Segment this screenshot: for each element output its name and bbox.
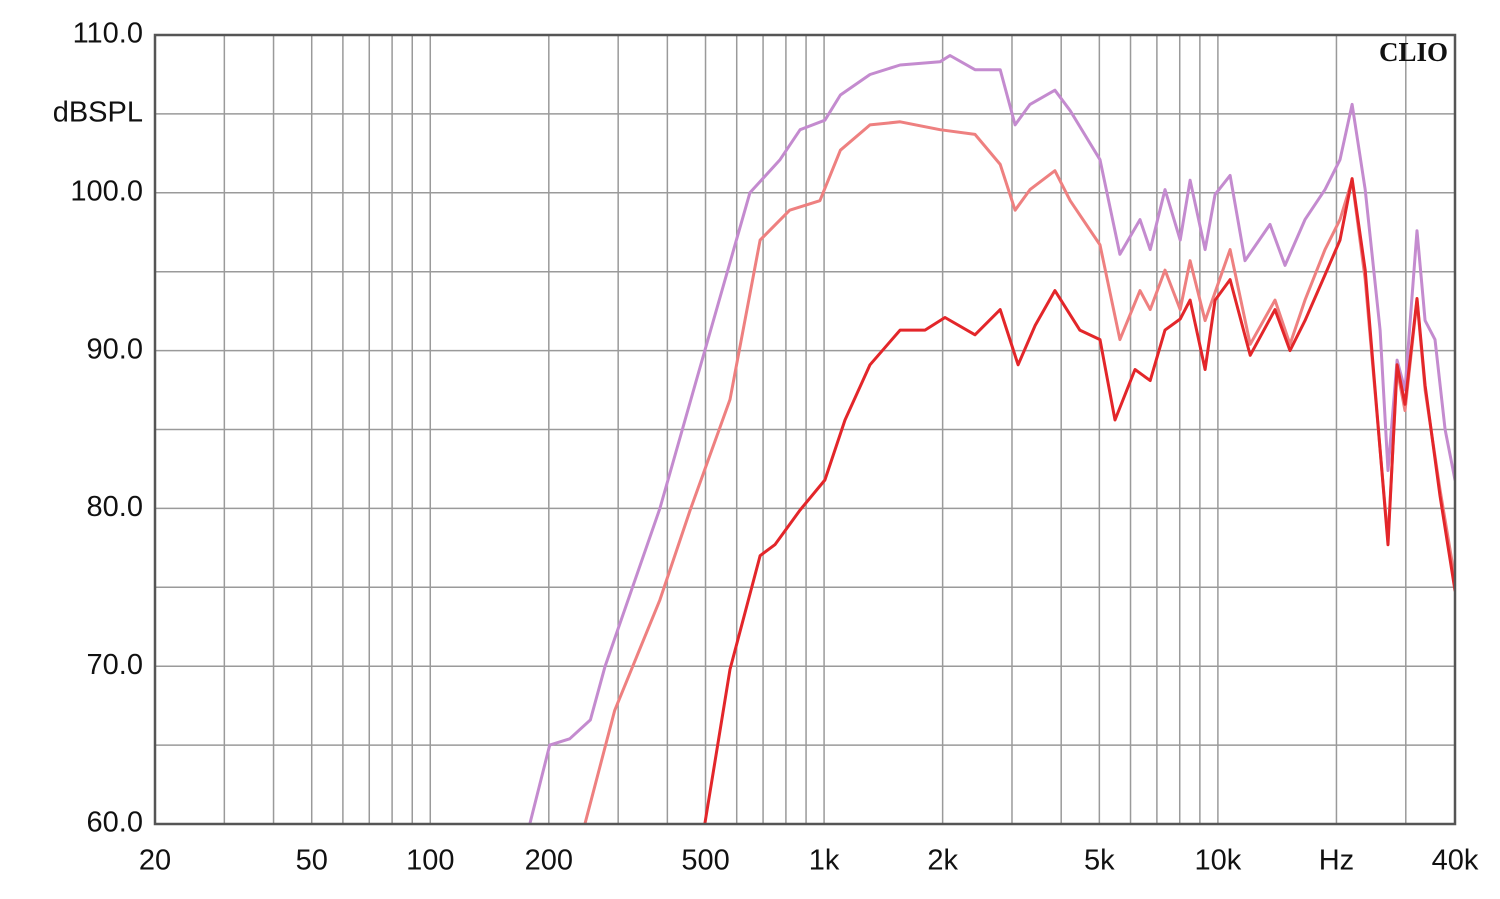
- y-axis-label: dBSPL: [53, 97, 143, 129]
- x-tick-label: 200: [525, 845, 573, 877]
- x-tick-label: 5k: [1084, 845, 1115, 877]
- x-tick-label: 100: [406, 845, 454, 877]
- y-tick-label: 110.0: [73, 18, 143, 50]
- y-tick-label: 90.0: [87, 333, 143, 365]
- y-tick-label: 60.0: [87, 807, 143, 839]
- x-tick-label: 2k: [927, 845, 958, 877]
- series-line: [703, 177, 1455, 824]
- x-tick-label: Hz: [1319, 845, 1354, 877]
- y-tick-label: 100.0: [70, 175, 143, 207]
- x-tick-label: 20: [139, 845, 171, 877]
- plot-lines: [528, 54, 1455, 824]
- plot-frame: [153, 33, 1457, 826]
- annotation: CLIO: [1379, 37, 1448, 67]
- x-tick-label: 1k: [809, 845, 840, 877]
- series-line: [528, 54, 1455, 824]
- x-tick-label: 50: [296, 845, 328, 877]
- x-tick-label: 40k: [1432, 845, 1479, 877]
- y-tick-label: 70.0: [87, 649, 143, 681]
- x-tick-label: 500: [681, 845, 729, 877]
- labels: dBSPL CLIO 20 50 100 200 500 1k 2k 5k 10k Hz 40k 60…: [53, 18, 1479, 877]
- x-tick-label: 10k: [1195, 845, 1242, 877]
- y-tick-label: 80.0: [87, 491, 143, 523]
